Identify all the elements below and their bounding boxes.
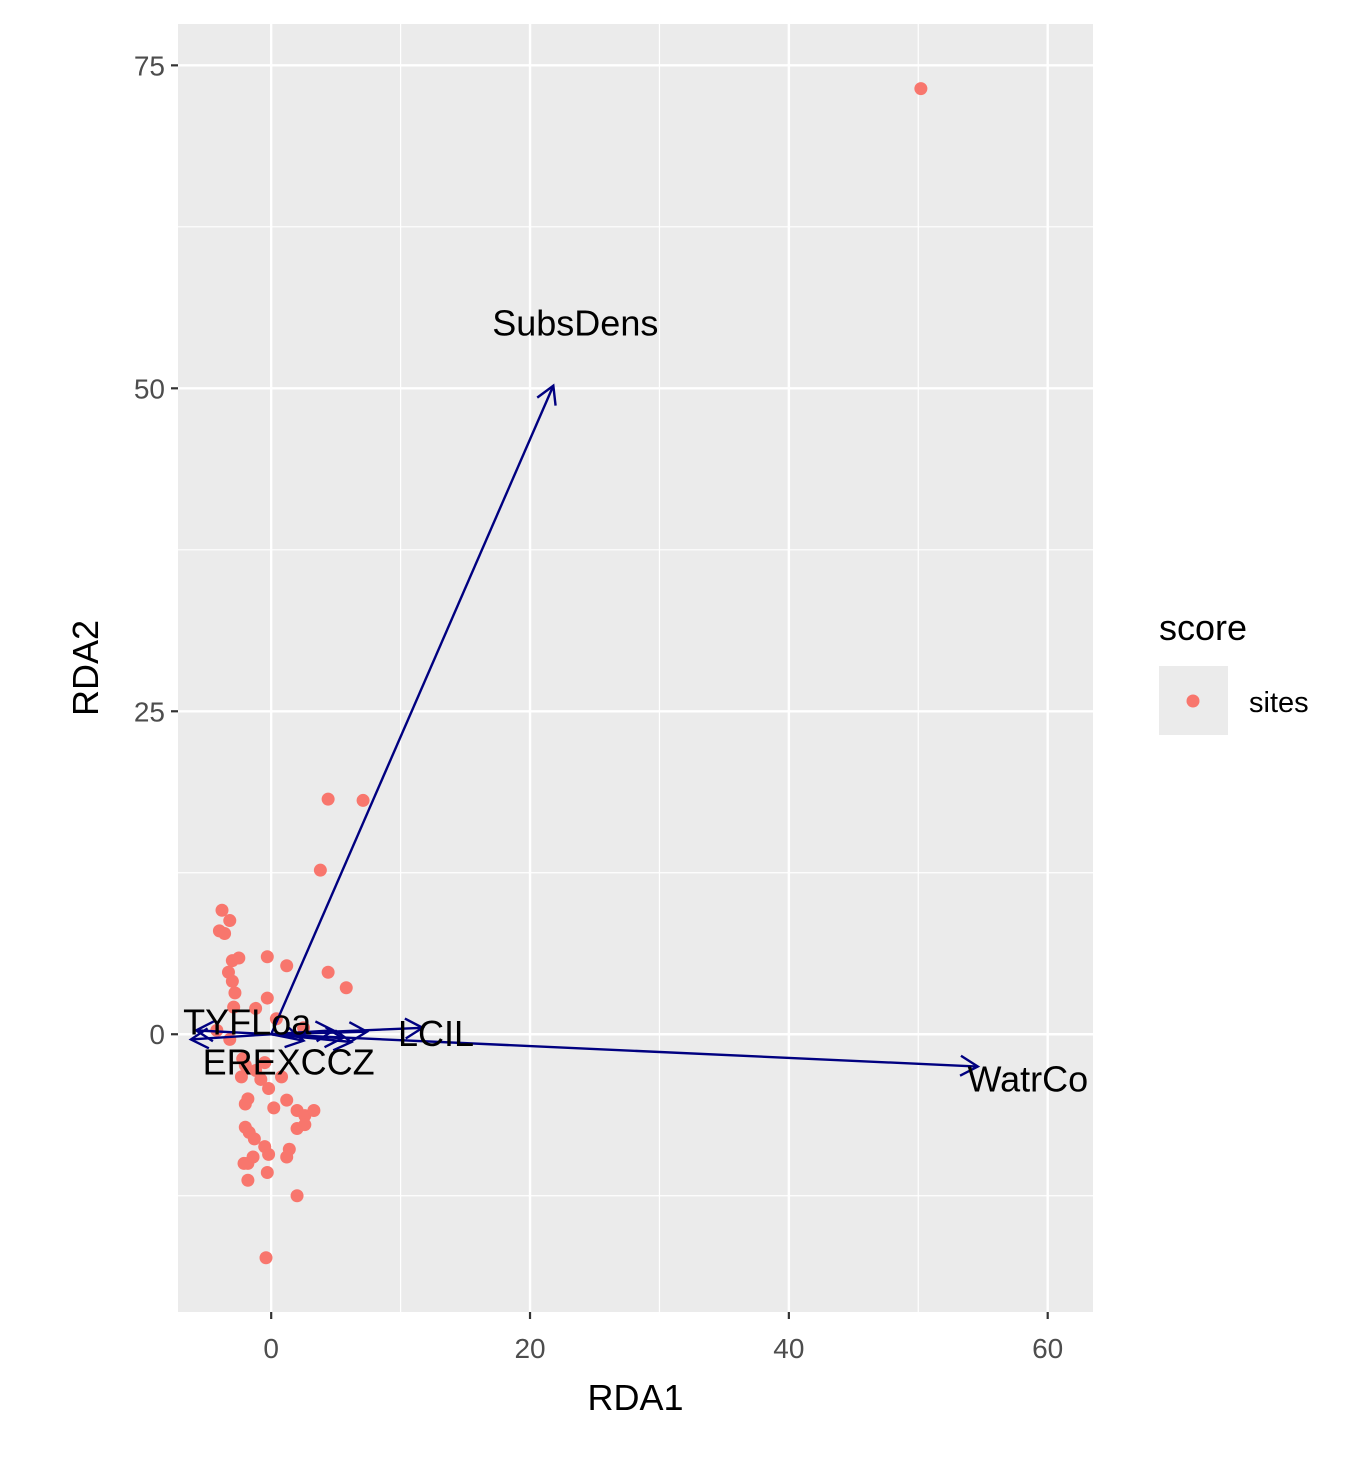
minor-gridlines: [178, 24, 1093, 1312]
site-point: [218, 926, 232, 940]
site-point: [258, 1056, 272, 1070]
site-point: [280, 959, 294, 973]
site-point: [275, 1070, 289, 1084]
site-point: [280, 1150, 294, 1164]
site-point: [914, 82, 928, 96]
vector-line: [270, 1033, 304, 1042]
y-tick-label: 75: [134, 50, 165, 81]
vector-line: [190, 1033, 272, 1041]
vector-arrowhead: [404, 1017, 426, 1040]
site-point: [260, 950, 274, 964]
site-point: [260, 991, 274, 1005]
site-point: [313, 863, 327, 877]
site-point: [234, 1070, 248, 1084]
legend-key-point: [1186, 694, 1200, 708]
vector-label-subsdens: SubsDens: [492, 303, 658, 344]
y-tick-label: 0: [149, 1019, 165, 1050]
site-point: [280, 1093, 294, 1107]
vector-arrowhead: [188, 1027, 210, 1050]
x-tick-label: 20: [514, 1333, 545, 1364]
vector-label-erexccz: EREXCCZ: [203, 1042, 375, 1083]
legend-title: score: [1159, 607, 1247, 648]
site-point: [238, 1120, 252, 1134]
vector-label-lcil: LCIL: [398, 1013, 474, 1054]
site-point: [227, 1000, 241, 1014]
vector-arrowhead: [323, 1026, 345, 1049]
y-axis-title: RDA2: [65, 620, 106, 716]
site-point: [238, 1097, 252, 1111]
vector-arrowhead: [536, 383, 557, 406]
site-point: [290, 1122, 304, 1136]
vector-arrowhead: [348, 1021, 370, 1044]
site-point: [307, 1103, 321, 1117]
site-point: [228, 986, 242, 1000]
y-tick-label: 50: [134, 373, 165, 404]
site-point: [262, 1082, 276, 1096]
vector-arrowhead: [959, 1054, 981, 1077]
site-point: [249, 1001, 263, 1015]
site-point: [321, 792, 335, 806]
site-point: [356, 793, 370, 807]
site-point: [215, 903, 229, 917]
site-point: [262, 1147, 276, 1161]
plot-panel: [178, 24, 1093, 1312]
legend-label-sites: sites: [1249, 687, 1309, 719]
y-tick-label: 25: [134, 696, 165, 727]
site-point: [232, 951, 246, 965]
x-tick-label: 60: [1032, 1333, 1063, 1364]
x-tick-label: 40: [773, 1333, 804, 1364]
site-point: [247, 1132, 261, 1146]
site-point: [225, 974, 239, 988]
legend: score sites: [1159, 607, 1309, 735]
x-tick-label: 0: [263, 1333, 279, 1364]
site-points: [210, 82, 928, 1265]
site-point: [238, 1058, 252, 1072]
site-point: [246, 1150, 260, 1164]
vector-arrowhead: [284, 1026, 306, 1049]
vector-line: [196, 1029, 272, 1036]
vector-arrowhead: [332, 1029, 354, 1052]
vector-line: [270, 385, 555, 1035]
major-gridlines: [178, 24, 1093, 1312]
site-point: [241, 1173, 255, 1187]
site-point: [259, 1251, 273, 1265]
vector-line: [271, 1033, 352, 1044]
site-point: [339, 981, 353, 995]
x-axis-title: RDA1: [587, 1377, 683, 1418]
vector-line: [271, 1030, 367, 1036]
site-point: [223, 914, 237, 928]
vector-label-watrco: WatrCo: [967, 1058, 1088, 1099]
site-point: [260, 1165, 274, 1179]
site-point: [321, 965, 335, 979]
vector-label-tyfloa: TYFLoa: [183, 1002, 312, 1043]
site-point: [267, 1101, 281, 1115]
site-point: [290, 1189, 304, 1203]
axes: 0 20 40 60 0 25 50 75: [134, 50, 1063, 1364]
site-point: [237, 1156, 251, 1170]
site-point: [254, 1072, 268, 1086]
vector-line: [271, 1033, 978, 1068]
